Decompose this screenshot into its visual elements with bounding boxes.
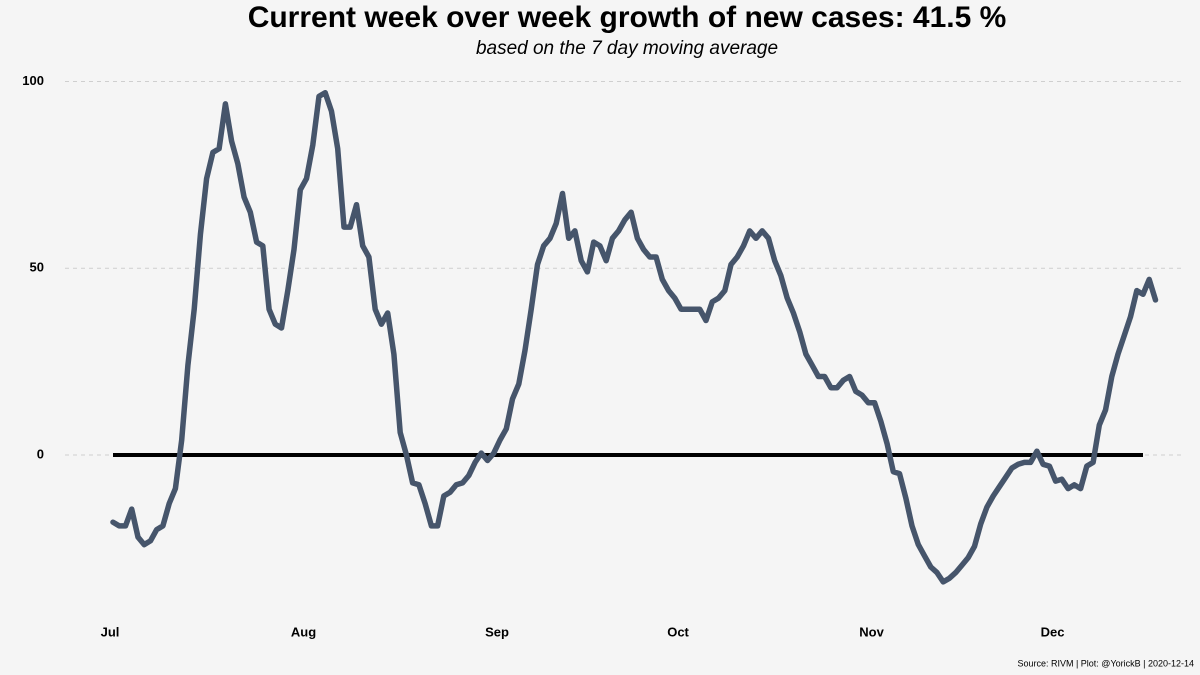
x-tick-label: Aug (291, 624, 316, 639)
chart-subtitle: based on the 7 day moving average (476, 38, 778, 59)
x-tick-label: Dec (1041, 624, 1065, 639)
x-tick-label: Jul (101, 624, 120, 639)
x-tick-label: Sep (485, 624, 509, 639)
x-tick-label: Nov (859, 624, 884, 639)
x-tick-label: Oct (667, 624, 689, 639)
chart-title: Current week over week growth of new cas… (248, 1, 1007, 34)
source-note: Source: RIVM | Plot: @YorickB | 2020-12-… (1017, 658, 1194, 668)
y-tick-label: 50 (30, 260, 44, 275)
y-tick-label: 0 (37, 446, 44, 461)
growth-line (110, 89, 1159, 585)
y-tick-label: 100 (22, 73, 44, 88)
